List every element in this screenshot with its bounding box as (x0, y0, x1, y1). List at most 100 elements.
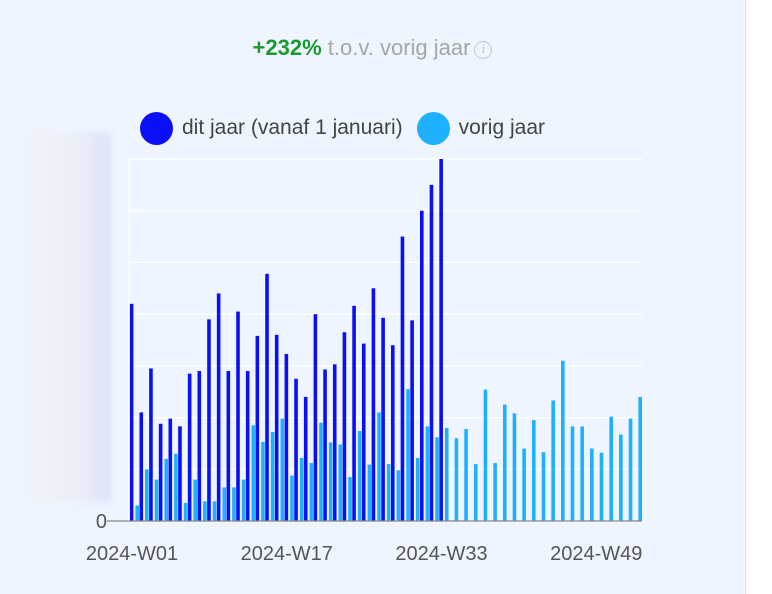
bar-last-year-week-51[interactable] (619, 434, 623, 521)
bar-last-year-week-1[interactable] (135, 505, 139, 521)
bar-last-year-week-21[interactable] (328, 442, 333, 521)
bar-this-year-week-12[interactable] (236, 311, 240, 521)
bar-last-year-week-28[interactable] (396, 470, 401, 521)
legend-item-this-year[interactable]: dit jaar (vanaf 1 januari) (140, 111, 403, 145)
bar-this-year-week-18[interactable] (294, 378, 298, 521)
bar-this-year-week-7[interactable] (187, 373, 192, 521)
bar-this-year-week-5[interactable] (168, 418, 173, 521)
bar-this-year-week-15[interactable] (265, 273, 269, 521)
legend-swatch-last-year (416, 111, 450, 145)
bar-this-year-week-33[interactable] (439, 159, 443, 521)
bar-this-year-week-22[interactable] (332, 364, 337, 521)
x-tick-label: 2024-W33 (395, 543, 487, 565)
bar-this-year-week-13[interactable] (245, 371, 250, 521)
bar-last-year-week-20[interactable] (319, 422, 323, 521)
bar-this-year-week-25[interactable] (361, 343, 366, 521)
bar-last-year-week-30[interactable] (415, 457, 420, 521)
bar-last-year-week-29[interactable] (406, 389, 410, 521)
legend-swatch-this-year (140, 111, 173, 145)
bar-last-year-week-24[interactable] (357, 431, 362, 521)
bar-this-year-week-9[interactable] (207, 319, 211, 521)
bar-last-year-week-41[interactable] (522, 448, 526, 521)
bar-last-year-week-27[interactable] (386, 464, 391, 521)
bar-last-year-week-36[interactable] (473, 464, 478, 521)
bar-last-year-week-33[interactable] (444, 427, 449, 521)
bar-last-year-week-44[interactable] (551, 400, 555, 521)
change-value: +232% (252, 35, 322, 60)
bar-this-year-week-20[interactable] (313, 314, 318, 521)
bar-this-year-week-27[interactable] (381, 317, 385, 521)
bar-this-year-week-31[interactable] (419, 210, 424, 521)
bar-this-year-week-17[interactable] (284, 353, 289, 521)
bar-last-year-week-22[interactable] (338, 444, 343, 521)
bar-last-year-week-38[interactable] (493, 463, 497, 521)
bar-last-year-week-19[interactable] (309, 463, 314, 521)
bar-last-year-week-9[interactable] (212, 501, 217, 521)
bar-this-year-week-26[interactable] (371, 288, 376, 521)
chart-panel: +232% t.o.v. vorig jaar i dit jaar (vanaf… (0, 0, 745, 594)
bar-last-year-week-4[interactable] (164, 458, 169, 521)
bar-this-year-week-21[interactable] (323, 369, 327, 521)
bar-last-year-week-15[interactable] (270, 432, 275, 521)
bar-last-year-week-13[interactable] (251, 425, 256, 521)
bar-last-year-week-40[interactable] (512, 413, 517, 521)
bar-last-year-week-2[interactable] (145, 469, 149, 521)
bar-this-year-week-2[interactable] (139, 412, 144, 521)
bar-this-year-week-11[interactable] (226, 371, 231, 521)
bar-last-year-week-52[interactable] (628, 418, 633, 521)
x-tick-label: 2024-W17 (241, 543, 333, 565)
panel-divider (745, 0, 746, 594)
bar-this-year-week-1[interactable] (129, 303, 134, 521)
bar-this-year-week-28[interactable] (390, 345, 395, 521)
bar-last-year-week-53[interactable] (638, 396, 642, 521)
bar-last-year-week-37[interactable] (483, 389, 488, 521)
bar-this-year-week-3[interactable] (149, 368, 153, 521)
bar-last-year-week-12[interactable] (241, 479, 246, 521)
bar-last-year-week-32[interactable] (435, 437, 439, 521)
bar-last-year-week-46[interactable] (570, 426, 575, 521)
bar-last-year-week-47[interactable] (580, 426, 584, 521)
bar-last-year-week-48[interactable] (590, 448, 594, 521)
bar-last-year-week-39[interactable] (502, 404, 507, 521)
bar-this-year-week-8[interactable] (197, 371, 202, 521)
bar-last-year-week-3[interactable] (154, 479, 159, 521)
bar-this-year-week-14[interactable] (255, 335, 260, 521)
bar-last-year-week-23[interactable] (348, 477, 352, 521)
legend-label-last-year: vorig jaar (458, 116, 545, 139)
chart-legend: dit jaar (vanaf 1 januari) vorig jaar (140, 111, 559, 145)
bar-this-year-week-23[interactable] (342, 332, 347, 521)
info-icon[interactable]: i (474, 41, 493, 59)
bar-this-year-week-4[interactable] (158, 423, 163, 521)
bar-last-year-week-42[interactable] (531, 420, 536, 521)
legend-item-last-year[interactable]: vorig jaar (416, 111, 545, 145)
bar-last-year-week-11[interactable] (232, 487, 236, 521)
bar-this-year-week-6[interactable] (178, 426, 182, 521)
bar-last-year-week-50[interactable] (609, 416, 613, 521)
bar-last-year-week-7[interactable] (193, 479, 198, 521)
bar-this-year-week-16[interactable] (274, 334, 279, 521)
bar-this-year-week-32[interactable] (429, 184, 434, 521)
bar-this-year-week-24[interactable] (352, 305, 356, 521)
bar-last-year-week-25[interactable] (367, 464, 372, 521)
bar-last-year-week-18[interactable] (299, 457, 304, 521)
bar-last-year-week-49[interactable] (599, 452, 604, 521)
bar-last-year-week-6[interactable] (183, 502, 188, 521)
bar-last-year-week-16[interactable] (280, 418, 285, 521)
bar-last-year-week-43[interactable] (541, 452, 546, 521)
bar-last-year-week-8[interactable] (203, 501, 207, 521)
bar-this-year-week-30[interactable] (410, 320, 414, 521)
bar-last-year-week-31[interactable] (425, 426, 430, 521)
bar-last-year-week-5[interactable] (174, 453, 178, 521)
bar-last-year-week-10[interactable] (222, 487, 227, 521)
bar-this-year-week-19[interactable] (303, 396, 308, 521)
bar-this-year-week-29[interactable] (400, 236, 405, 522)
y-tick-label: 0 (96, 511, 107, 533)
bar-last-year-week-34[interactable] (454, 438, 459, 521)
bar-this-year-week-10[interactable] (216, 293, 221, 521)
bar-last-year-week-17[interactable] (290, 475, 294, 521)
bar-last-year-week-45[interactable] (561, 360, 565, 521)
bar-last-year-week-26[interactable] (377, 412, 381, 521)
bar-last-year-week-35[interactable] (464, 428, 468, 521)
bar-last-year-week-14[interactable] (261, 441, 265, 521)
x-tick-label: 2024-W49 (550, 543, 642, 565)
